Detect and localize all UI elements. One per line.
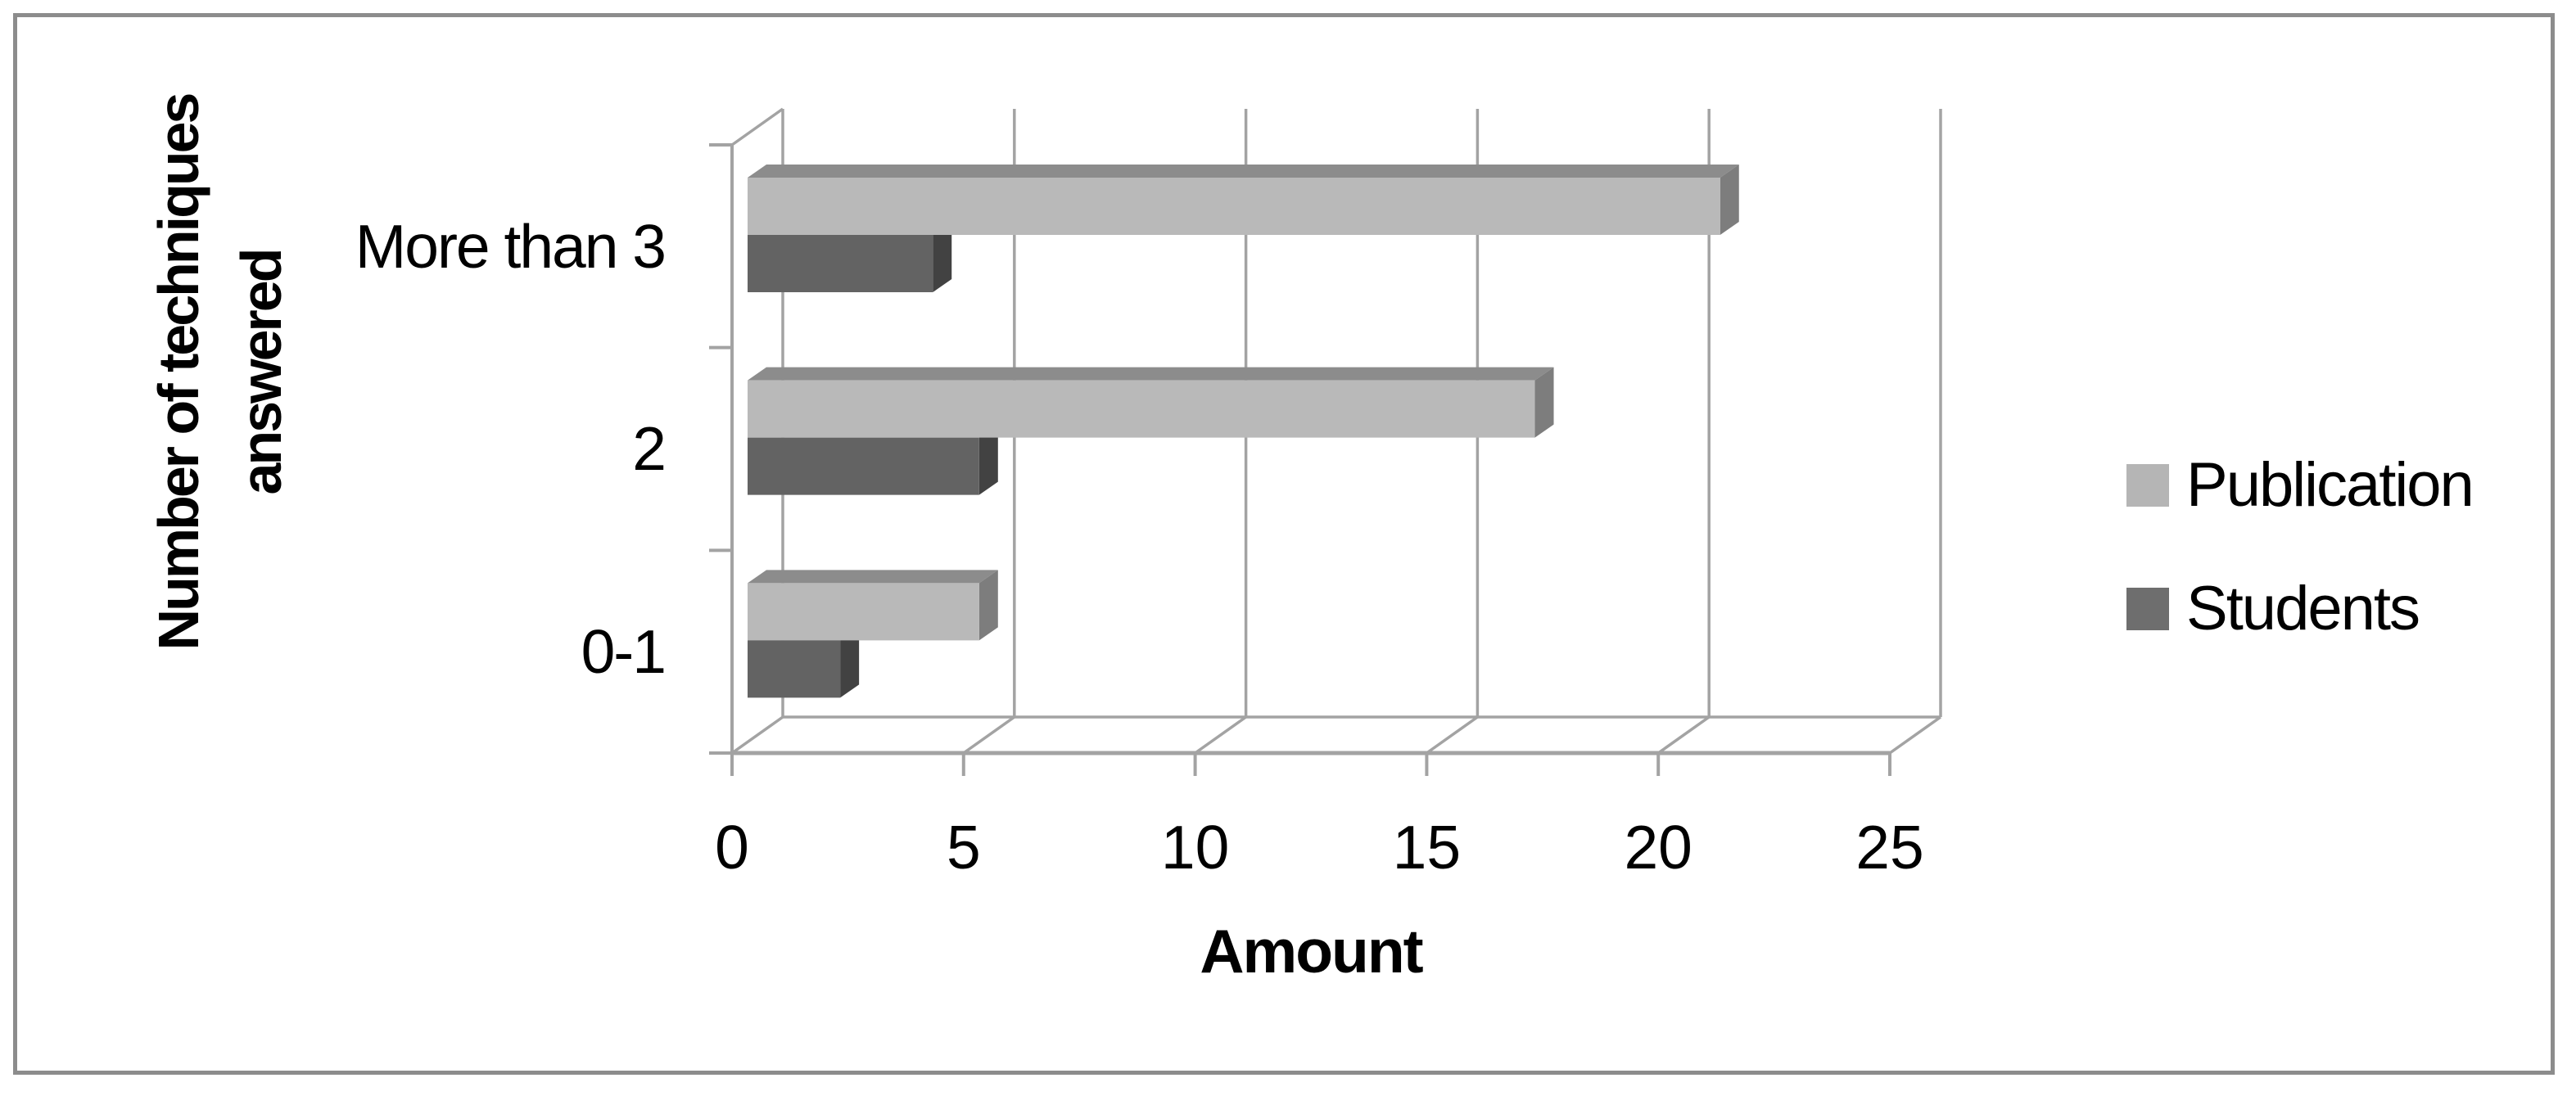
publication-bar-2 [748, 583, 979, 641]
wall-top-slant [730, 107, 784, 147]
students-bar-0 [748, 235, 933, 292]
x-tick-label-15: 15 [1392, 813, 1462, 882]
publication-bar-0-side [1720, 165, 1739, 235]
publication-bar-2-top [748, 570, 998, 584]
x-tick-label-25: 25 [1855, 813, 1924, 882]
legend-label-students: Students [2186, 574, 2420, 643]
x-tick-label-5: 5 [946, 813, 981, 882]
publication-bar-1-top [748, 367, 1554, 381]
category-label-2: 2 [632, 414, 667, 483]
x-tick-label-0: 0 [715, 813, 749, 882]
x-tick-label-20: 20 [1624, 813, 1692, 882]
students-bar-1 [748, 437, 979, 495]
floor-depth-line-20 [1657, 715, 1711, 755]
publication-bar-1-side [1534, 367, 1554, 438]
publication-bar-0-top [748, 165, 1739, 178]
publication-bar-0 [748, 178, 1720, 235]
category-label-0-1: 0-1 [581, 617, 667, 686]
floor-depth-line-25 [1888, 715, 1942, 755]
floor-depth-line-0 [730, 715, 784, 755]
floor-depth-line-10 [1194, 715, 1247, 755]
students-bar-0-side [933, 222, 952, 292]
publication-bar-2-side [978, 570, 998, 641]
students-bar-2-side [840, 627, 860, 698]
students-bar-2 [748, 640, 841, 698]
category-label-more-than-3: More than 3 [355, 212, 667, 281]
y-axis-title: Number of techniques answered [138, 45, 301, 700]
x-axis-title: Amount [1200, 917, 1423, 985]
legend-label-publication: Publication [2186, 450, 2474, 520]
x-tick-label-10: 10 [1160, 813, 1230, 882]
floor-depth-line-15 [1426, 715, 1479, 755]
publication-bar-1 [748, 380, 1535, 438]
legend-swatch-publication-icon [2126, 464, 2169, 507]
floor-depth-line-5 [962, 715, 1015, 755]
y-axis-title-line1: Number of techniques [147, 94, 210, 651]
y-axis-title-line2: answered [229, 250, 293, 495]
students-bar-1-side [978, 424, 998, 495]
legend-swatch-students-icon [2126, 588, 2169, 630]
